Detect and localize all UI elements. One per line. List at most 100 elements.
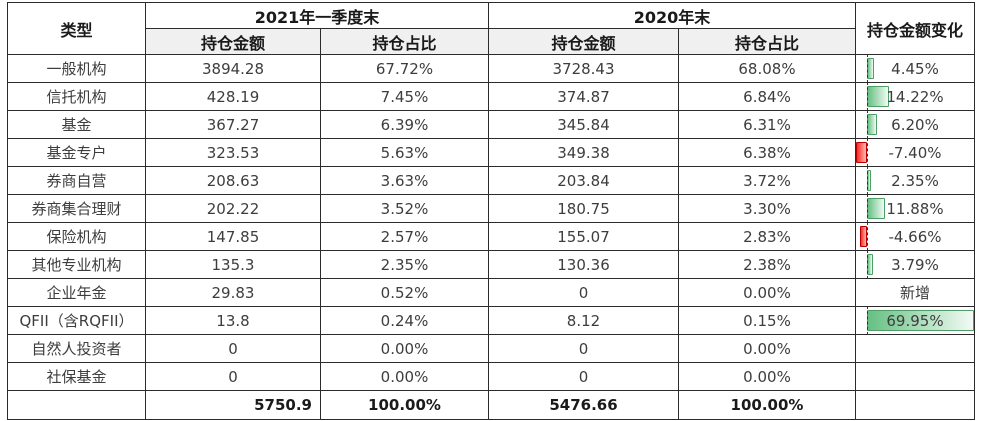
total-amount-2020-cell[interactable]: 5476.66 bbox=[488, 390, 679, 420]
row-type-cell[interactable]: 社保基金 bbox=[7, 362, 146, 391]
col-header-ratio-2021[interactable]: 持仓占比 bbox=[320, 28, 489, 55]
change-value-label: 69.95% bbox=[886, 311, 944, 330]
ratio-2021-cell[interactable]: 6.39% bbox=[320, 110, 489, 139]
amount-2020-cell[interactable]: 0 bbox=[488, 334, 679, 363]
col-header-change[interactable]: 持仓金额变化 bbox=[855, 2, 975, 55]
ratio-2020-cell[interactable]: 0.00% bbox=[678, 278, 856, 307]
amount-2021-cell[interactable]: 3894.28 bbox=[145, 54, 321, 83]
ratio-2021-cell[interactable]: 0.00% bbox=[320, 334, 489, 363]
change-cell[interactable]: 14.22% bbox=[855, 82, 975, 111]
amount-2021-cell[interactable]: 147.85 bbox=[145, 222, 321, 251]
amount-2021-cell[interactable]: 135.3 bbox=[145, 250, 321, 279]
row-type-cell[interactable]: 其他专业机构 bbox=[7, 250, 146, 279]
change-cell[interactable] bbox=[855, 334, 975, 363]
col-header-type[interactable]: 类型 bbox=[7, 2, 146, 55]
ratio-2020-cell[interactable]: 6.38% bbox=[678, 138, 856, 167]
ratio-2020-cell[interactable]: 0.15% bbox=[678, 306, 856, 335]
ratio-2021-cell[interactable]: 0.52% bbox=[320, 278, 489, 307]
total-ratio-2021-cell[interactable]: 100.00% bbox=[320, 390, 489, 420]
amount-2020-cell[interactable]: 203.84 bbox=[488, 166, 679, 195]
table-row: 企业年金 29.83 0.52% 0 0.00% 新增 bbox=[7, 278, 975, 307]
ratio-2021-cell[interactable]: 0.00% bbox=[320, 362, 489, 391]
ratio-2021-cell[interactable]: 5.63% bbox=[320, 138, 489, 167]
amount-2020-cell[interactable]: 0 bbox=[488, 362, 679, 391]
ratio-2020-cell[interactable]: 2.83% bbox=[678, 222, 856, 251]
table-row: 其他专业机构 135.3 2.35% 130.36 2.38% 3.79% bbox=[7, 250, 975, 279]
col-header-amount-2020[interactable]: 持仓金额 bbox=[488, 28, 679, 55]
negative-databar bbox=[860, 226, 868, 247]
amount-2021-cell[interactable]: 323.53 bbox=[145, 138, 321, 167]
ratio-2020-cell[interactable]: 3.30% bbox=[678, 194, 856, 223]
total-amount-2021-cell[interactable]: 5750.9 bbox=[145, 390, 321, 420]
amount-2021-cell[interactable]: 208.63 bbox=[145, 166, 321, 195]
ratio-2021-cell[interactable]: 2.35% bbox=[320, 250, 489, 279]
ratio-2020-cell[interactable]: 6.84% bbox=[678, 82, 856, 111]
ratio-2021-cell[interactable]: 67.72% bbox=[320, 54, 489, 83]
total-change-cell[interactable] bbox=[855, 390, 975, 420]
ratio-2021-cell[interactable]: 0.24% bbox=[320, 306, 489, 335]
total-ratio-2020-cell[interactable]: 100.00% bbox=[678, 390, 856, 420]
change-cell[interactable]: 2.35% bbox=[855, 166, 975, 195]
col-group-2021q1[interactable]: 2021年一季度末 bbox=[145, 2, 489, 29]
change-cell[interactable]: 4.45% bbox=[855, 54, 975, 83]
holdings-table: 类型 2021年一季度末 2020年末 持仓金额变化 持仓金额 持仓占比 持仓金… bbox=[7, 2, 975, 420]
change-value-label: 2.35% bbox=[891, 171, 939, 190]
ratio-2020-cell[interactable]: 68.08% bbox=[678, 54, 856, 83]
change-cell[interactable]: 6.20% bbox=[855, 110, 975, 139]
ratio-2020-cell[interactable]: 3.72% bbox=[678, 166, 856, 195]
change-cell[interactable]: 3.79% bbox=[855, 250, 975, 279]
databar-axis bbox=[867, 307, 869, 334]
amount-2021-cell[interactable]: 428.19 bbox=[145, 82, 321, 111]
ratio-2021-cell[interactable]: 2.57% bbox=[320, 222, 489, 251]
amount-2021-cell[interactable]: 0 bbox=[145, 334, 321, 363]
change-value-label: 11.88% bbox=[886, 199, 944, 218]
amount-2020-cell[interactable]: 180.75 bbox=[488, 194, 679, 223]
amount-2020-cell[interactable]: 345.84 bbox=[488, 110, 679, 139]
table-row: 基金专户 323.53 5.63% 349.38 6.38% -7.40% bbox=[7, 138, 975, 167]
amount-2020-cell[interactable]: 0 bbox=[488, 278, 679, 307]
row-type-cell[interactable]: QFII（含RQFII） bbox=[7, 306, 146, 335]
databar-axis bbox=[867, 167, 869, 194]
amount-2021-cell[interactable]: 202.22 bbox=[145, 194, 321, 223]
ratio-2020-cell[interactable]: 6.31% bbox=[678, 110, 856, 139]
databar-axis bbox=[867, 139, 869, 166]
col-header-amount-2021[interactable]: 持仓金额 bbox=[145, 28, 321, 55]
ratio-2021-cell[interactable]: 7.45% bbox=[320, 82, 489, 111]
ratio-2020-cell[interactable]: 0.00% bbox=[678, 334, 856, 363]
col-header-ratio-2020[interactable]: 持仓占比 bbox=[678, 28, 856, 55]
ratio-2021-cell[interactable]: 3.63% bbox=[320, 166, 489, 195]
amount-2020-cell[interactable]: 3728.43 bbox=[488, 54, 679, 83]
amount-2020-cell[interactable]: 155.07 bbox=[488, 222, 679, 251]
table-row: 券商集合理财 202.22 3.52% 180.75 3.30% 11.88% bbox=[7, 194, 975, 223]
row-type-cell[interactable]: 基金专户 bbox=[7, 138, 146, 167]
total-type-cell[interactable] bbox=[7, 390, 146, 420]
change-cell[interactable]: -4.66% bbox=[855, 222, 975, 251]
row-type-cell[interactable]: 券商集合理财 bbox=[7, 194, 146, 223]
amount-2021-cell[interactable]: 13.8 bbox=[145, 306, 321, 335]
change-cell[interactable]: 11.88% bbox=[855, 194, 975, 223]
amount-2020-cell[interactable]: 349.38 bbox=[488, 138, 679, 167]
ratio-2021-cell[interactable]: 3.52% bbox=[320, 194, 489, 223]
change-cell[interactable]: -7.40% bbox=[855, 138, 975, 167]
change-cell[interactable]: 69.95% bbox=[855, 306, 975, 335]
row-type-cell[interactable]: 基金 bbox=[7, 110, 146, 139]
row-type-cell[interactable]: 自然人投资者 bbox=[7, 334, 146, 363]
change-cell[interactable]: 新增 bbox=[855, 278, 975, 307]
amount-2021-cell[interactable]: 29.83 bbox=[145, 278, 321, 307]
row-type-cell[interactable]: 信托机构 bbox=[7, 82, 146, 111]
ratio-2020-cell[interactable]: 0.00% bbox=[678, 362, 856, 391]
row-type-cell[interactable]: 保险机构 bbox=[7, 222, 146, 251]
row-type-cell[interactable]: 券商自营 bbox=[7, 166, 146, 195]
table-row: 信托机构 428.19 7.45% 374.87 6.84% 14.22% bbox=[7, 82, 975, 111]
amount-2020-cell[interactable]: 130.36 bbox=[488, 250, 679, 279]
amount-2020-cell[interactable]: 374.87 bbox=[488, 82, 679, 111]
ratio-2020-cell[interactable]: 2.38% bbox=[678, 250, 856, 279]
amount-2021-cell[interactable]: 367.27 bbox=[145, 110, 321, 139]
row-type-cell[interactable]: 一般机构 bbox=[7, 54, 146, 83]
change-value-label: 14.22% bbox=[886, 87, 944, 106]
amount-2020-cell[interactable]: 8.12 bbox=[488, 306, 679, 335]
col-group-2020[interactable]: 2020年末 bbox=[488, 2, 856, 29]
row-type-cell[interactable]: 企业年金 bbox=[7, 278, 146, 307]
change-cell[interactable] bbox=[855, 362, 975, 391]
amount-2021-cell[interactable]: 0 bbox=[145, 362, 321, 391]
